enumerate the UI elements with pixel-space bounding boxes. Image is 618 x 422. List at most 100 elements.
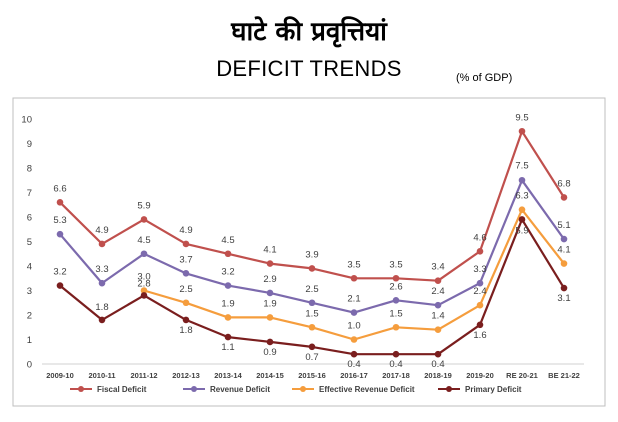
y-tick-label: 10 [21,115,32,126]
x-tick-label: 2017-18 [382,371,410,380]
data-label: 0.4 [431,359,444,370]
chart-title: DEFICIT TRENDS [216,56,402,81]
data-point [434,326,442,334]
data-point [434,277,442,285]
data-label: 2.4 [431,286,444,297]
data-point [98,279,106,287]
data-label: 3.1 [557,293,570,304]
x-tick-label: 2015-16 [298,371,326,380]
data-point [140,250,148,258]
data-point [56,199,64,206]
data-point [350,350,358,358]
x-tick-label: 2012-13 [172,371,200,380]
data-label: 9.5 [515,112,528,123]
data-label: 4.9 [179,225,192,236]
data-point [224,333,232,341]
x-tick-label: BE 21-22 [548,371,580,380]
data-label: 1.6 [473,330,486,341]
data-label: 3.9 [305,249,318,260]
data-label: 2.1 [347,294,360,305]
data-point [224,250,232,258]
data-label: 2.4 [473,286,486,297]
y-tick-label: 9 [27,139,32,150]
legend-entry: Fiscal Deficit [97,385,147,394]
x-tick-label: 2014-15 [256,371,284,380]
data-label: 4.9 [95,225,108,236]
legend-swatch-marker [191,386,197,392]
y-tick-label: 7 [27,188,32,199]
data-point [560,284,568,292]
x-tick-label: 2019-20 [466,371,494,380]
data-point [266,289,274,297]
data-label: 0.7 [305,352,318,363]
data-point [308,299,316,307]
unit-label: (% of GDP) [456,72,513,84]
data-label: 4.1 [557,245,570,256]
data-point [98,240,106,248]
data-point [350,309,358,316]
x-tick-label: 2009-10 [46,371,74,380]
data-label: 7.5 [515,160,528,171]
data-point [518,216,526,223]
data-point [182,240,190,248]
data-point [224,314,232,321]
data-point [392,350,400,358]
data-label: 0.4 [389,359,402,370]
data-point [182,299,190,307]
data-label: 3.4 [431,262,444,273]
x-tick-label: 2011-12 [130,371,157,380]
x-tick-label: 2016-17 [340,371,368,380]
data-point [224,282,232,289]
x-tick-label: 2018-19 [424,371,452,380]
chart-title-hindi: घाटे की प्रवृत्तियां [231,17,387,47]
data-label: 1.4 [431,311,444,322]
y-tick-label: 1 [27,335,32,346]
data-point [476,321,484,329]
data-point [392,323,400,331]
data-label: 0.4 [347,359,360,370]
data-label: 5.9 [515,225,528,236]
data-point [308,343,316,351]
y-tick-label: 3 [27,286,32,297]
data-point [308,265,316,272]
data-point [392,297,400,304]
data-label: 1.1 [221,342,234,353]
data-point [266,314,274,321]
data-point [476,279,484,287]
data-point [434,350,442,358]
data-label: 1.8 [179,325,192,336]
legend-entry: Effective Revenue Deficit [319,385,415,394]
data-label: 0.9 [263,347,276,358]
data-point [560,194,568,201]
legend-swatch-marker [446,386,452,392]
data-point [476,301,484,309]
data-point [560,235,568,243]
data-point [56,230,64,238]
data-label: 4.5 [137,235,150,246]
data-label: 3.5 [347,259,360,270]
legend-swatch-marker [300,386,306,392]
data-point [476,248,484,255]
data-label: 5.9 [137,200,150,211]
data-point [518,206,526,213]
data-label: 2.5 [179,284,192,295]
data-label: 1.9 [263,298,276,309]
data-point [308,323,316,331]
chart-frame [12,97,606,407]
data-label: 3.3 [473,264,486,275]
data-point [182,316,190,324]
x-tick-label: 2010-11 [88,371,115,380]
y-tick-label: 2 [27,311,32,322]
data-label: 2.5 [305,284,318,295]
data-label: 3.2 [53,267,66,278]
data-label: 4.6 [473,232,486,243]
data-point [140,216,148,223]
data-label: 3.5 [389,259,402,270]
legend-entry: Revenue Deficit [210,385,270,394]
data-label: 6.3 [515,191,528,202]
data-point [140,292,148,299]
data-label: 1.8 [95,302,108,313]
data-label: 2.8 [137,278,150,289]
data-label: 4.1 [263,245,276,256]
